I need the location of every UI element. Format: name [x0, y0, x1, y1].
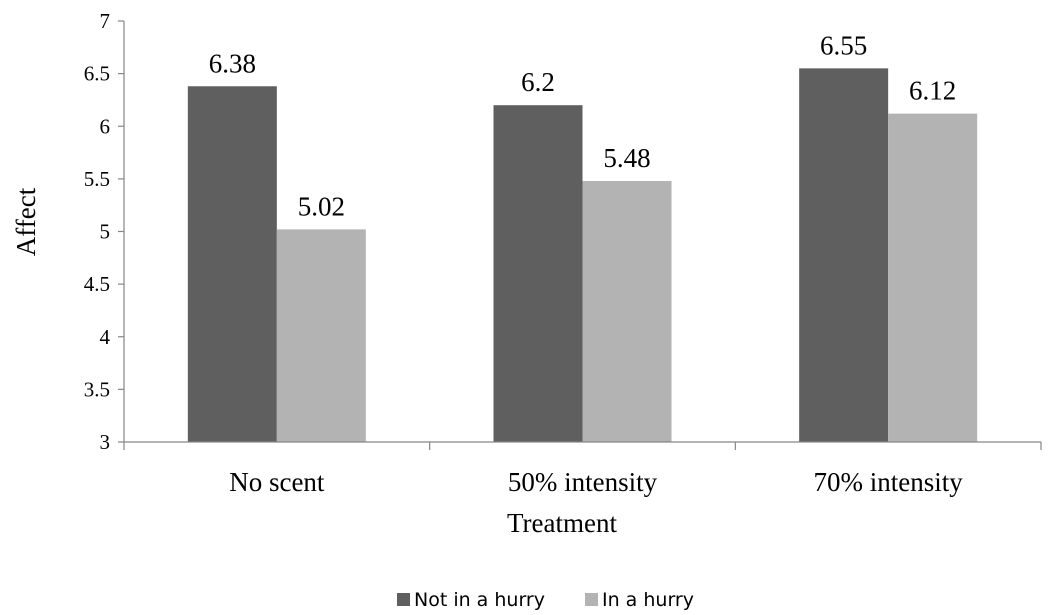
data-label: 5.48	[603, 143, 650, 173]
bar-not-in-a-hurry	[493, 105, 583, 442]
data-label: 5.02	[298, 191, 345, 221]
bars	[187, 68, 978, 443]
y-tick-label: 4	[100, 325, 111, 349]
y-tick-label: 7	[100, 9, 111, 33]
y-tick-label: 5.5	[84, 167, 110, 191]
data-label: 6.38	[209, 48, 256, 78]
legend: Not in a hurry In a hurry	[397, 589, 694, 611]
x-category-label: 50% intensity	[508, 467, 658, 497]
x-category-label: 70% intensity	[814, 467, 964, 497]
y-tick-label: 6	[100, 114, 111, 138]
bar-in-a-hurry	[276, 229, 366, 442]
y-tick-label: 5	[100, 220, 111, 244]
y-tick-label: 3.5	[84, 377, 110, 401]
data-label: 6.12	[909, 76, 956, 106]
x-axis-title: Treatment	[507, 508, 617, 538]
y-tick-label: 4.5	[84, 272, 110, 296]
data-label: 6.55	[820, 30, 867, 60]
y-tick-label: 3	[100, 430, 111, 454]
data-label: 6.2	[521, 67, 555, 97]
bar-in-a-hurry	[582, 180, 672, 443]
legend-swatch	[397, 593, 410, 606]
y-axis-ticks: 3 3.5 4 4.5 5 5.5 6 6.5 7	[84, 9, 124, 454]
x-axis-category-labels: No scent 50% intensity 70% intensity	[229, 467, 963, 497]
bar-not-in-a-hurry	[187, 86, 277, 442]
data-labels: 6.38 5.02 6.2 5.48 6.55 6.12	[209, 30, 957, 221]
legend-swatch	[585, 593, 598, 606]
y-tick-label: 6.5	[84, 62, 110, 86]
legend-label: In a hurry	[602, 589, 694, 611]
bar-not-in-a-hurry	[799, 68, 889, 443]
bar-in-a-hurry	[888, 113, 978, 443]
y-axis-title: Affect	[11, 187, 41, 256]
x-axis-ticks	[123, 442, 1042, 450]
legend-label: Not in a hurry	[414, 589, 545, 611]
x-category-label: No scent	[229, 467, 325, 497]
